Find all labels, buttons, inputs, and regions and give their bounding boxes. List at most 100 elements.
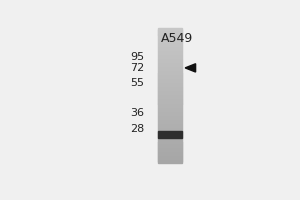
Bar [158,141,182,142]
Bar [158,125,182,126]
Bar [158,162,182,163]
Polygon shape [185,64,196,72]
Bar [158,150,182,151]
Bar [158,69,182,70]
Bar [158,82,182,83]
Bar [158,138,182,139]
Bar [158,61,182,62]
Bar [158,91,182,92]
Bar [158,124,182,125]
Bar [158,37,182,38]
Text: 72: 72 [130,63,145,73]
Bar [158,94,182,95]
Bar [158,75,182,76]
Bar [158,81,182,82]
Bar [158,114,182,115]
Bar [158,81,182,82]
Bar [158,130,182,131]
Bar [158,131,182,132]
Bar [158,88,182,89]
Bar [158,44,182,45]
Bar [158,112,182,113]
Bar [158,73,182,74]
Bar [158,59,182,60]
Bar [158,160,182,161]
Bar [158,119,182,120]
Bar [158,35,182,36]
Bar [158,144,182,145]
Bar [158,89,182,90]
Bar [158,43,182,44]
Bar [158,52,182,53]
Bar [158,159,182,160]
Bar [158,98,182,99]
Bar [158,144,182,145]
Bar [158,28,182,29]
Bar [158,148,182,149]
Bar [158,120,182,121]
Bar [158,73,182,74]
Bar [158,155,182,156]
Bar [158,118,182,119]
Bar [158,127,182,128]
Bar [158,57,182,58]
Bar [158,84,182,85]
Bar [158,142,182,143]
Bar [158,150,182,151]
Bar [158,116,182,117]
Bar [158,75,182,76]
Bar [158,83,182,84]
Bar [158,151,182,152]
Bar [158,50,182,51]
Bar [158,62,182,63]
Bar [158,103,182,104]
Bar [158,89,182,90]
Bar [158,85,182,86]
Bar [158,158,182,159]
Bar [158,122,182,123]
Bar [158,113,182,114]
Bar [158,115,182,116]
Bar [158,99,182,100]
Bar [158,134,182,135]
Bar [158,97,182,98]
Bar [158,109,182,110]
Bar [158,139,182,140]
Bar [158,79,182,80]
Text: 95: 95 [130,52,145,62]
Bar [158,32,182,33]
Bar [158,92,182,93]
Bar [158,111,182,112]
Bar [158,104,182,105]
Bar [158,83,182,84]
Bar [158,131,182,138]
Bar [158,39,182,40]
Bar [158,79,182,80]
Bar [158,146,182,147]
Bar [158,128,182,129]
Bar [158,117,182,118]
Bar [158,40,182,41]
Bar [158,74,182,75]
Bar [158,152,182,153]
Bar [158,64,182,65]
Bar [158,34,182,35]
Bar [158,91,182,92]
Bar [158,68,182,69]
Text: 36: 36 [130,108,145,118]
Bar [158,65,182,66]
Bar [158,55,182,56]
Bar [158,148,182,149]
Bar [158,136,182,137]
Bar [158,86,182,87]
Bar [158,77,182,78]
Bar [158,49,182,50]
Bar [158,147,182,148]
Bar [158,123,182,124]
Bar [158,58,182,59]
Bar [158,33,182,34]
Bar [158,156,182,157]
Bar [158,42,182,43]
Bar [158,90,182,91]
Bar [158,143,182,144]
